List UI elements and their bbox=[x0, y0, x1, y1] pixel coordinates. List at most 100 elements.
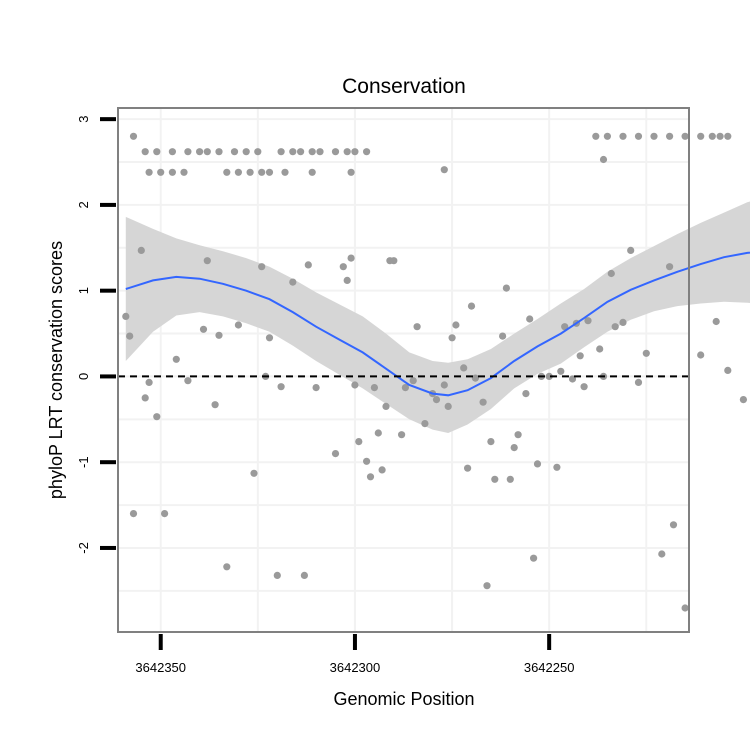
data-point bbox=[157, 168, 165, 176]
data-point bbox=[398, 431, 406, 439]
data-point bbox=[669, 521, 678, 529]
data-point bbox=[642, 349, 650, 357]
data-point bbox=[681, 604, 689, 612]
data-point bbox=[658, 550, 666, 558]
data-point bbox=[526, 315, 534, 323]
data-point bbox=[370, 384, 378, 392]
data-point bbox=[351, 148, 359, 156]
data-point bbox=[619, 132, 627, 140]
data-point bbox=[316, 148, 324, 156]
data-point bbox=[483, 582, 491, 590]
data-point bbox=[265, 334, 274, 342]
chart-title: Conservation bbox=[342, 75, 466, 98]
data-point bbox=[599, 155, 608, 164]
data-point bbox=[180, 168, 188, 176]
smooth-line-group bbox=[125, 251, 750, 397]
data-point bbox=[444, 402, 452, 410]
data-point bbox=[172, 355, 180, 363]
data-point bbox=[137, 246, 145, 254]
data-point bbox=[161, 509, 169, 518]
data-point bbox=[223, 563, 231, 571]
data-point bbox=[312, 384, 320, 392]
data-point bbox=[471, 374, 479, 382]
data-point bbox=[603, 132, 612, 140]
data-point bbox=[351, 381, 359, 389]
data-point bbox=[277, 148, 285, 156]
data-point bbox=[467, 302, 476, 310]
data-point bbox=[487, 438, 495, 446]
x-tick-label: 3642300 bbox=[330, 660, 381, 675]
data-point bbox=[277, 383, 285, 391]
data-point bbox=[491, 475, 499, 483]
data-point bbox=[724, 366, 732, 374]
data-point bbox=[502, 284, 510, 292]
data-point bbox=[634, 132, 643, 140]
smooth-line bbox=[125, 251, 750, 397]
data-point bbox=[378, 466, 386, 474]
data-point bbox=[184, 148, 192, 156]
data-point bbox=[514, 431, 522, 439]
data-point bbox=[390, 257, 398, 265]
data-point bbox=[234, 321, 242, 329]
data-point bbox=[409, 377, 417, 385]
data-point bbox=[168, 148, 176, 156]
data-point bbox=[281, 168, 289, 176]
data-point bbox=[697, 351, 705, 359]
data-point bbox=[580, 383, 588, 391]
data-point bbox=[440, 166, 448, 174]
data-point bbox=[413, 323, 421, 331]
data-point bbox=[697, 132, 705, 140]
data-point bbox=[347, 254, 355, 262]
data-point bbox=[250, 469, 258, 477]
data-point bbox=[545, 372, 553, 380]
data-point bbox=[592, 132, 600, 140]
data-point bbox=[184, 377, 192, 385]
data-point bbox=[242, 148, 250, 156]
data-point bbox=[530, 554, 538, 562]
data-point bbox=[634, 378, 643, 386]
data-point bbox=[561, 323, 569, 331]
data-point bbox=[331, 450, 340, 458]
data-point bbox=[584, 317, 592, 325]
confidence-band bbox=[125, 201, 750, 433]
data-point bbox=[215, 331, 223, 339]
data-point bbox=[708, 132, 716, 140]
data-point bbox=[464, 464, 472, 472]
data-point bbox=[681, 132, 689, 140]
data-point bbox=[168, 168, 176, 176]
data-point bbox=[452, 321, 460, 329]
data-point bbox=[273, 571, 281, 580]
data-point bbox=[506, 475, 514, 483]
data-point bbox=[265, 168, 274, 176]
data-point bbox=[355, 438, 363, 446]
data-point bbox=[716, 132, 724, 140]
data-point bbox=[510, 444, 518, 452]
data-point bbox=[153, 413, 161, 421]
y-tick-label: 2 bbox=[76, 201, 91, 208]
data-point bbox=[126, 332, 134, 340]
data-point bbox=[712, 317, 720, 326]
x-tick-label: 3642250 bbox=[524, 660, 575, 675]
data-point bbox=[448, 334, 456, 342]
data-point bbox=[363, 148, 371, 156]
data-point bbox=[246, 168, 254, 176]
data-point bbox=[254, 148, 262, 156]
data-point bbox=[203, 148, 211, 156]
data-point bbox=[215, 148, 223, 156]
data-point bbox=[522, 390, 530, 398]
data-point bbox=[331, 148, 340, 156]
data-point bbox=[499, 332, 507, 340]
data-point bbox=[141, 394, 149, 402]
data-point bbox=[366, 473, 375, 481]
data-point bbox=[666, 132, 674, 140]
data-point bbox=[533, 460, 542, 468]
data-point bbox=[304, 261, 312, 269]
data-point bbox=[619, 318, 627, 326]
data-point bbox=[223, 168, 231, 176]
data-point bbox=[196, 148, 204, 156]
data-point bbox=[432, 396, 441, 404]
data-point bbox=[289, 148, 297, 156]
y-tick-label: 0 bbox=[76, 373, 91, 380]
y-tick-label: 1 bbox=[76, 287, 91, 294]
